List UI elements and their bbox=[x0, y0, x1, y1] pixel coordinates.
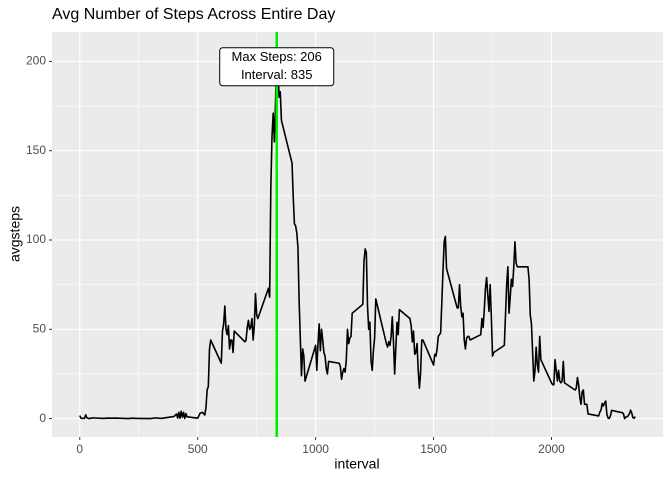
line bbox=[79, 49, 636, 420]
y-tick-label: 50 bbox=[33, 321, 47, 335]
grid bbox=[52, 32, 663, 437]
x-tick-label: 1500 bbox=[420, 442, 447, 456]
y-tick-label: 0 bbox=[39, 411, 46, 425]
annotation-text: Max Steps: 206 bbox=[232, 49, 322, 64]
y-tick-label: 150 bbox=[26, 143, 46, 157]
x-tick-label: 500 bbox=[188, 442, 208, 456]
y-tick-label: 200 bbox=[26, 54, 46, 68]
annotation-text: Interval: 835 bbox=[241, 67, 313, 82]
x-axis-label: interval bbox=[334, 456, 379, 472]
panel bbox=[52, 32, 663, 437]
y-axis-label: avgsteps bbox=[7, 206, 23, 262]
x-tick-label: 2000 bbox=[538, 442, 565, 456]
x-tick-label: 1000 bbox=[302, 442, 329, 456]
chart-title: Avg Number of Steps Across Entire Day bbox=[52, 6, 335, 23]
annotation-box bbox=[219, 47, 335, 87]
plot: Max Steps: 206 Interval: 835 bbox=[79, 32, 636, 437]
x-tick-label: 0 bbox=[76, 442, 83, 456]
y-tick-label: 100 bbox=[26, 232, 46, 246]
